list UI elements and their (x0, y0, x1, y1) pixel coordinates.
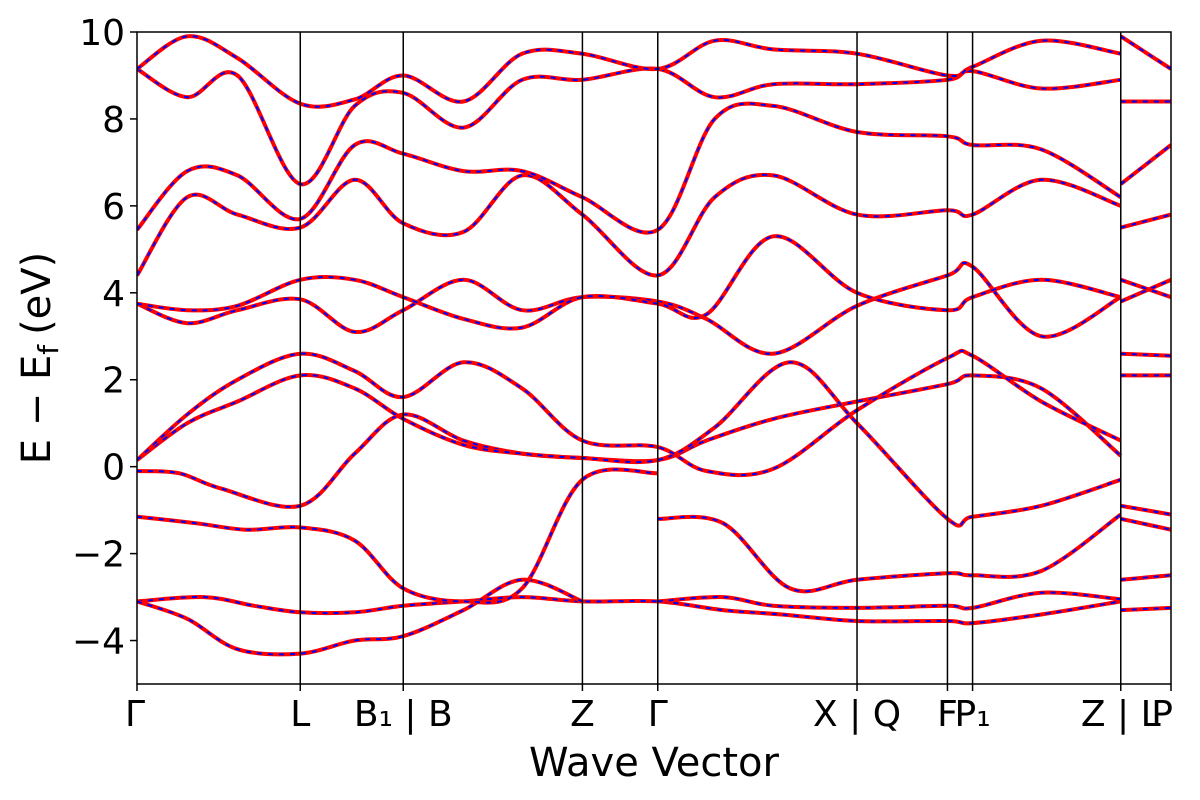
y-tick-label: 6 (102, 187, 125, 228)
band-line-dashed (1120, 574, 1171, 581)
band-line-dashed (137, 361, 1122, 527)
band-line-dashed (657, 591, 1121, 610)
kpoint-label: B₁ | B (354, 694, 453, 735)
y-axis-title-main: E − E (14, 355, 60, 465)
band-line-dashed (137, 67, 1121, 186)
plot-frame (136, 31, 1172, 685)
band-line-dashed (1120, 35, 1171, 70)
high-symmetry-lines (299, 32, 1122, 684)
band-line-solid (1119, 34, 1171, 71)
y-axis-ticks: −4 −2 0 2 4 6 8 10 (72, 13, 137, 663)
band-line-solid (137, 467, 658, 605)
band-line-dashed (137, 468, 658, 604)
kpoint-label: L (290, 694, 310, 735)
band-line-dashed (1120, 517, 1171, 531)
kpoint-label: Z | L (1081, 694, 1161, 735)
band-line-dashed (1120, 352, 1171, 357)
band-line-solid (657, 512, 1122, 594)
band-line-dashed (137, 349, 1122, 477)
band-line-dashed (1120, 606, 1171, 612)
kpoint-label: Γ (648, 694, 668, 735)
band-line-dashed (137, 102, 1122, 234)
band-line-dashed (1120, 213, 1171, 229)
kpoint-label: Z (570, 694, 595, 735)
band-line-solid (137, 234, 1122, 331)
y-tick-label: 4 (102, 274, 125, 315)
band-line-dashed (1120, 504, 1171, 516)
y-tick-label: 2 (102, 361, 125, 402)
band-line-dashed (1120, 278, 1171, 303)
band-line-dashed (1120, 144, 1171, 185)
y-tick-label: 10 (79, 13, 125, 54)
band-line-dashed (137, 596, 1121, 625)
svg-text:E − Ef(eV): E − Ef (eV) (14, 252, 65, 465)
y-axis-title: E − Ef (eV) (14, 252, 65, 465)
kpoint-label: X | Q (813, 694, 901, 735)
band-line-solid (1119, 143, 1171, 186)
kpoint-label: P₁ (955, 694, 991, 735)
band-line-dashed (137, 173, 1122, 277)
band-line-dashed (137, 261, 1122, 355)
x-axis-kpoint-labels: Γ L B₁ | B Z Γ X | Q FP₁ Z | LP (125, 684, 1173, 735)
y-tick-label: 0 (102, 448, 125, 489)
x-axis-title: Wave Vector (529, 740, 780, 786)
kpoint-label: F (937, 694, 958, 735)
y-axis-title-unit: (eV) (14, 252, 60, 335)
band-line-solid (137, 577, 584, 657)
y-tick-label: −4 (72, 622, 125, 663)
y-axis-title-sub: f (32, 344, 65, 355)
band-line-dashed (137, 35, 1121, 108)
band-line-dashed (137, 578, 583, 656)
y-tick-label: 8 (102, 100, 125, 141)
kpoint-label: Γ (125, 694, 145, 735)
band-lines (137, 34, 1171, 657)
band-line-dashed (1120, 278, 1171, 299)
kpoint-label: P (1151, 694, 1173, 735)
band-line-solid (657, 590, 1121, 611)
y-tick-label: −2 (72, 535, 125, 576)
